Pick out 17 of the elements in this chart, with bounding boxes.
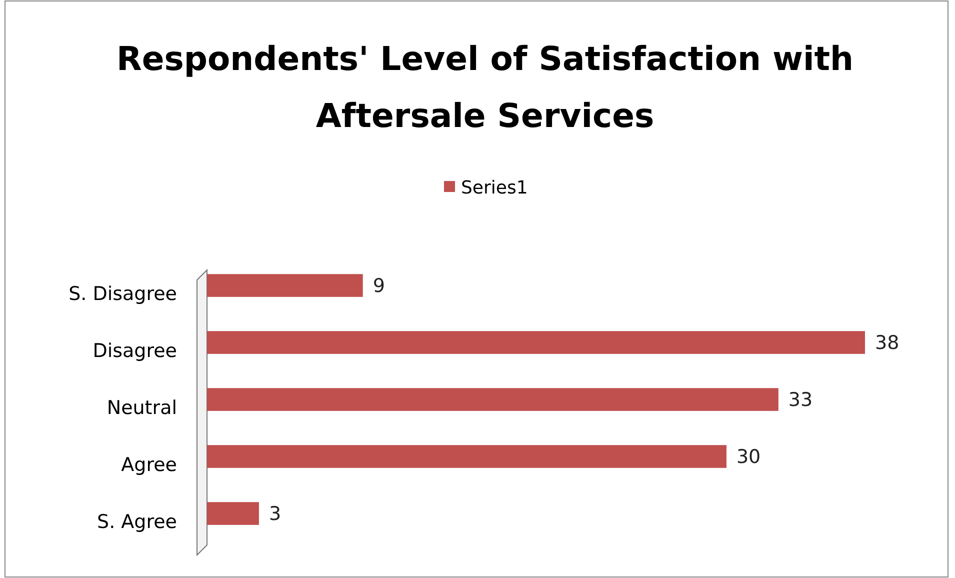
legend-label: Series1 — [461, 177, 528, 198]
y-tick-label: Agree — [121, 454, 177, 476]
bar — [207, 331, 865, 354]
data-label: 30 — [736, 446, 761, 468]
data-label: 9 — [372, 275, 385, 298]
y-tick-label: S. Agree — [97, 511, 177, 534]
bar — [207, 445, 726, 468]
bar — [207, 274, 363, 297]
y-tick-label: Disagree — [92, 340, 177, 362]
bar — [207, 388, 778, 411]
y-tick-label: Neutral — [106, 397, 177, 420]
y-tick-label: S. Disagree — [68, 283, 177, 306]
bar — [207, 502, 259, 525]
chart-title: Respondents' Level of Satisfaction with Aftersale Services — [116, 39, 854, 135]
data-label: 3 — [268, 503, 282, 526]
data-label: 33 — [788, 389, 813, 412]
data-label: 38 — [875, 332, 900, 354]
